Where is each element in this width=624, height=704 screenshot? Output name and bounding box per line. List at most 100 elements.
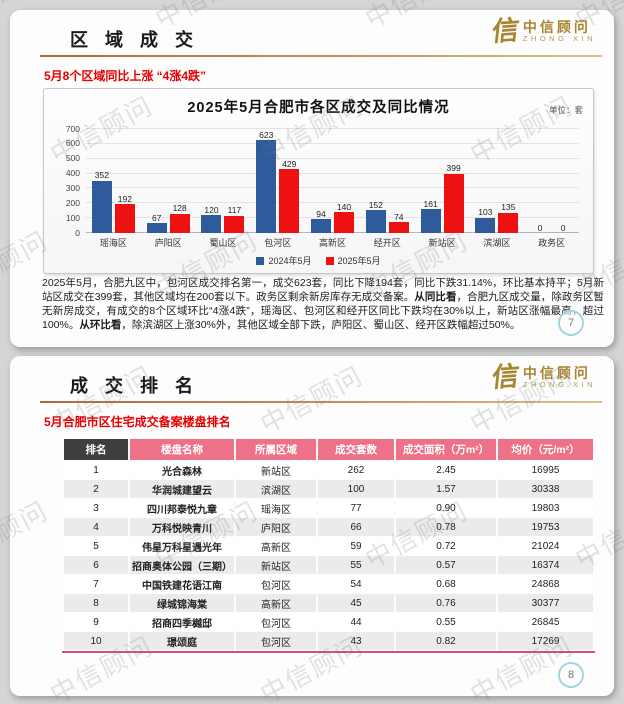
legend-item: 2024年5月 [256,254,312,267]
x-category-label: 政务区 [538,238,566,248]
table-cell: 瑶海区 [236,499,316,517]
bar-column: 128 [169,204,190,233]
table-cell: 24868 [498,575,593,593]
y-axis-tick-label: 500 [65,153,80,164]
gridline [86,217,579,219]
bar-group: 161 399 [415,129,470,233]
bar [91,180,112,233]
table-cell: 19753 [498,518,593,536]
zhongxin-logo: 信 中信顾问 ZHONG XIN [490,361,596,394]
bar [475,217,496,233]
header-cell: 成交面积（万m²） [396,439,496,460]
bar-value-label: 0 [537,222,543,233]
legend-label: 2024年5月 [268,256,312,266]
table-cell: 30377 [498,594,593,612]
bar [201,215,222,233]
bar-column: 0 [553,222,573,234]
page-title: 区 域 成 交 [70,30,200,50]
bar [388,222,409,233]
slide1-subtitle: 5月8个区域同比上涨 “4涨4跌” [44,69,207,83]
chart-plot-area: 0 100 200 300 400 500 600 700 352 192 67 128 120 117 6… [66,124,579,238]
bar-column: 140 [334,201,355,233]
logo-subtitle: ZHONG XIN [522,379,596,389]
table-cell: 17269 [498,632,593,650]
table-cell: 0.68 [396,575,496,593]
table-cell: 绿城锦海棠 [130,594,234,612]
bar-group: 103 135 [469,129,524,233]
bar [146,223,167,233]
bar-value-label: 192 [117,193,132,204]
slide-region-transactions: 区 域 成 交 信 中信顾问 ZHONG XIN 5月8个区域同比上涨 “4涨4… [10,10,614,347]
bar-value-label: 140 [336,201,352,212]
y-axis-tick-label: 600 [65,138,80,149]
table-cell: 0.55 [396,613,496,631]
table-row: 7 中国铁建花语江南 包河区 54 0.68 24868 [64,575,593,593]
chart-title: 2025年5月合肥市各区成交及同比情况 [187,100,450,116]
table-cell: 8 [64,594,128,612]
bar-value-label: 120 [204,204,219,215]
table-cell: 0.57 [396,556,496,574]
table-cell: 包河区 [236,613,316,631]
title-divider [40,401,602,403]
bar-column: 0 [530,222,550,234]
table-cell: 光合森林 [130,461,234,479]
header-cell: 成交套数 [318,439,394,460]
table-cell: 45 [318,594,394,612]
bar-group: 94 140 [305,129,360,233]
table-cell: 3 [64,499,128,517]
table-header-row: 排名 楼盘名称 所属区域 成交套数 成交面积（万m²） 均价（元/m²） [64,439,593,460]
y-axis-tick-label: 400 [65,168,80,179]
bar-column: 135 [498,203,519,233]
legend-swatch [325,256,334,265]
legend-label: 2025年5月 [337,256,381,266]
table-cell: 30338 [498,480,593,498]
logo-glyph-icon: 信 [490,361,521,394]
gridline [86,157,579,159]
table-row: 10 璟颂庭 包河区 43 0.82 17269 [64,632,593,650]
table-row: 2 华润城建望云 滨湖区 100 1.57 30338 [64,480,593,498]
table-cell: 招商四季樾邸 [130,613,234,631]
table-cell: 16374 [498,556,593,574]
table-cell: 5 [64,537,128,555]
bar-chart-panel: 2025年5月合肥市各区成交及同比情况 单位：套 0 100 200 300 400 50… [43,88,594,274]
table-row: 6 招商奥体公园（三期） 新站区 55 0.57 16374 [64,556,593,574]
header-cell: 均价（元/m²） [498,439,593,460]
summary-segment: 从环比看 [79,319,122,331]
bar-groups: 352 192 67 128 120 117 623 429 94 140 152 74 161 399 1… [86,129,579,233]
table-row: 1 光合森林 新站区 262 2.45 16995 [64,461,593,479]
summary-segment: 2025年5月，合肥九区中，包河区成交排名第一，成交623套，同比下降194套，… [42,277,604,303]
table-cell: 6 [64,556,128,574]
table-cell: 2 [64,480,128,498]
header-cell: 所属区域 [236,439,316,460]
bar-column: 152 [365,201,386,233]
bar-group: 152 74 [360,129,415,233]
table-cell: 77 [318,499,394,517]
bar [224,215,245,233]
table-row: 8 绿城锦海棠 高新区 45 0.76 30377 [64,594,593,612]
gridline [86,172,579,174]
table-row: 3 四川邦泰悦九章 瑶海区 77 0.90 19803 [64,499,593,517]
y-axis-tick-label: 300 [65,182,80,193]
bar-group: 67 128 [141,129,196,233]
table-cell: 0.82 [396,632,496,650]
bar-group: 352 192 [86,129,141,233]
bar [365,210,386,233]
bar-value-label: 0 [560,222,566,233]
logo-name: 中信顾问 [522,365,591,382]
bar [498,212,519,233]
gridline [86,142,579,144]
table-cell: 262 [318,461,394,479]
table-cell: 璟颂庭 [130,632,234,650]
table-cell: 0.72 [396,537,496,555]
bar-group: 623 429 [250,129,305,233]
table-cell: 中国铁建花语江南 [130,575,234,593]
chart-legend: 2024年5月 2025年5月 [44,254,593,267]
logo-glyph-icon: 信 [490,15,521,48]
page-title: 成 交 排 名 [70,376,200,396]
summary-segment: ，合肥九区成交量，除政务区暂无新房成交，有成交的8个区域环比“4涨4跌”，瑶海区… [42,291,604,331]
summary-segment: 从同比看 [414,291,457,303]
bar-value-label: 161 [423,198,438,209]
bar-column: 94 [311,210,332,233]
table-cell: 26845 [498,613,593,631]
